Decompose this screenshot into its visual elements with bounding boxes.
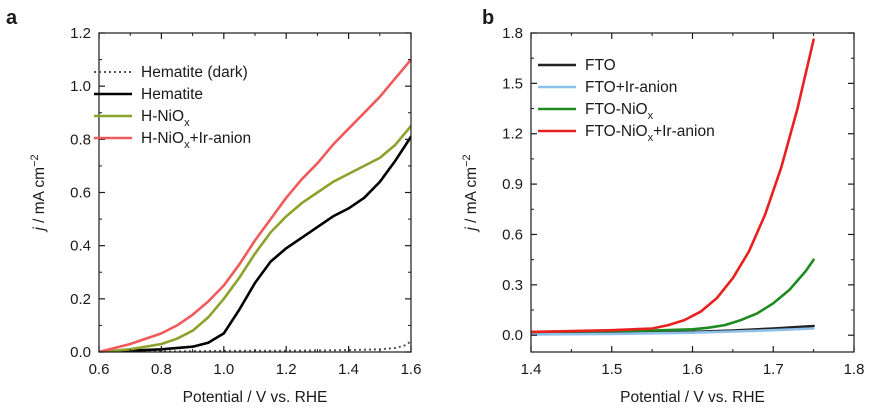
panel-a-series-line-2	[99, 124, 411, 352]
panel-a-legend-label-name: Hematite	[141, 86, 203, 103]
panel-a-legend-label-name: Hematite (dark)	[141, 64, 248, 81]
panel-a-x-tick-label: 1.0	[213, 361, 234, 378]
panel-a-x-tick-label: 1.6	[401, 361, 422, 378]
panel-a-x-tick-label: 1.4	[338, 361, 359, 378]
panel-b-y-tick-label: 0.3	[502, 277, 523, 294]
panel-a-y-tick-label: 1.0	[70, 78, 91, 95]
panel-b-legend-label-1: FTO+Ir-anion	[585, 79, 677, 96]
panel-b-legend-label-suffix: +Ir-anion	[653, 123, 715, 140]
panel-b-legend-label-name: FTO+Ir-anion	[585, 79, 677, 96]
panel-a-series-line-3	[99, 58, 411, 352]
panel-b-series-line-3	[531, 38, 815, 334]
panel-b-y-axis-label-symbol: j	[463, 227, 480, 233]
panel-b-series-line-1	[531, 327, 815, 336]
panel-a-legend-label-1: Hematite	[141, 86, 203, 103]
panel-a-x-tick-label: 0.6	[89, 361, 110, 378]
panel-b-x-tick-label: 1.8	[844, 361, 865, 378]
panel-a-series-line-1	[99, 135, 411, 352]
panel-b-legend-label-name: FTO-NiO	[585, 123, 648, 140]
panel-b: b 1.4 1.5 1.6 1.7 1.8 0.0 0.3 0.6 0.9 1.2 1.5 1.8 Pot…	[461, 7, 864, 406]
panel-a-series-group	[99, 58, 411, 352]
panel-a-panel-label: a	[6, 7, 18, 29]
panel-b-y-tick-label: 1.8	[502, 25, 523, 42]
panel-b-y-tick-label: 1.2	[502, 126, 523, 143]
panel-b-x-axis-label: Potential / V vs. RHE	[620, 389, 765, 406]
panel-b-x-tick-label: 1.4	[521, 361, 542, 378]
panel-b-y-axis-label-sup: −2	[461, 154, 473, 167]
panel-b-legend-label-3: FTO-NiOx+Ir-anion	[585, 123, 715, 144]
panel-b-legend-label-sub: x	[648, 132, 654, 144]
panel-b-x-tick-label: 1.6	[682, 361, 703, 378]
panel-a-y-tick-label: 0.2	[70, 291, 91, 308]
panel-a-y-tick-label: 1.2	[70, 25, 91, 42]
panel-a-legend-label-2: H-NiOx	[141, 108, 190, 129]
panel-a-y-axis-label-unit: / mA cm	[31, 167, 48, 227]
panel-b-legend-label-sub: x	[648, 110, 654, 122]
panel-a-legend-label-suffix: +Ir-anion	[190, 130, 252, 147]
panel-a-series-line-0	[99, 340, 411, 352]
panel-b-y-axis-label-unit: / mA cm	[463, 167, 480, 227]
panel-a-legend-label-name: H-NiO	[141, 130, 184, 147]
panel-a-y-tick-label: 0.6	[70, 185, 91, 202]
panel-a-legend: Hematite (dark)HematiteH-NiOxH-NiOx+Ir-a…	[94, 64, 251, 151]
panel-b-x-tick-label: 1.5	[601, 361, 622, 378]
panel-b-series-line-2	[531, 258, 815, 334]
panel-b-legend-label-0: FTO	[585, 57, 616, 74]
panel-a-legend-label-sub: x	[184, 139, 190, 151]
panel-b-x-tick-label: 1.7	[763, 361, 784, 378]
panel-a-x-tick-label: 1.2	[276, 361, 297, 378]
panel-b-y-axis-label: j / mA cm−2	[461, 154, 480, 232]
panel-a: a 0.6 0.8 1.0 1.2 1.4 1.6 0.0 0.2 0.4 0.6 0.8 1.0 1.2…	[6, 7, 421, 406]
panel-b-y-tick-label: 0.0	[502, 327, 523, 344]
panel-a-legend-label-3: H-NiOx+Ir-anion	[141, 130, 251, 151]
panel-b-panel-label: b	[482, 7, 494, 29]
panel-b-y-tick-label: 1.5	[502, 75, 523, 92]
panel-a-y-axis-label-symbol: j	[31, 227, 48, 233]
panel-a-y-tick-label: 0.0	[70, 344, 91, 361]
panel-b-legend-label-2: FTO-NiOx	[585, 101, 654, 122]
panel-b-y-tick-label: 0.6	[502, 226, 523, 243]
panel-a-x-tick-label: 0.8	[151, 361, 172, 378]
panel-a-x-axis-label: Potential / V vs. RHE	[183, 389, 328, 406]
panel-a-y-tick-label: 0.8	[70, 131, 91, 148]
panel-b-legend-label-name: FTO-NiO	[585, 101, 648, 118]
panel-b-series-group	[531, 38, 815, 336]
panel-a-legend-label-sub: x	[184, 117, 190, 129]
panel-a-y-tick-label: 0.4	[70, 238, 91, 255]
panel-a-y-axis-label-sup: −2	[29, 154, 41, 167]
panel-b-plot-frame	[530, 32, 855, 353]
panel-a-y-axis-label: j / mA cm−2	[29, 154, 48, 232]
panel-a-legend-label-0: Hematite (dark)	[141, 64, 248, 81]
panel-a-legend-label-name: H-NiO	[141, 108, 184, 125]
panel-b-y-tick-label: 0.9	[502, 176, 523, 193]
panel-b-legend-label-name: FTO	[585, 57, 616, 74]
